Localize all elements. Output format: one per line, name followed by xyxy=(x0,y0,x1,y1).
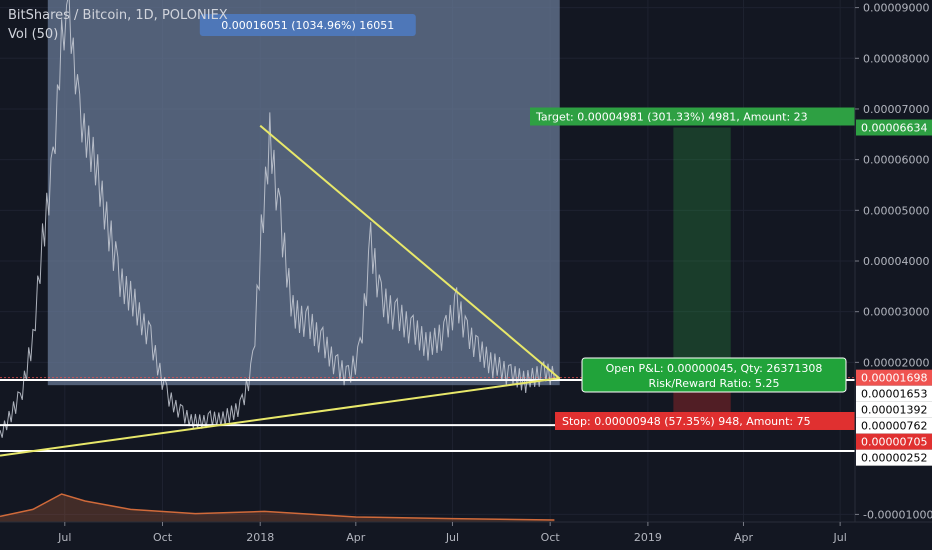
pnl-label-box xyxy=(581,357,847,393)
price-series-line xyxy=(0,0,555,438)
time-axis-label: Oct xyxy=(541,531,561,544)
time-axis-label: 2019 xyxy=(634,531,662,544)
time-axis-label: 2018 xyxy=(246,531,274,544)
time-axis-label: Oct xyxy=(153,531,173,544)
price-tag-level xyxy=(856,401,932,418)
price-axis-label: 0.00002000 xyxy=(863,356,929,369)
price-axis-label: -0.00001000 xyxy=(863,508,932,521)
price-tag-label: 0.00000252 xyxy=(861,452,927,465)
stop-label: Stop: 0.00000948 (57.35%) 948, Amount: 7… xyxy=(562,415,811,428)
volume-indicator-label[interactable]: Vol (50) xyxy=(8,27,59,42)
time-axis-label: Apr xyxy=(346,531,366,544)
pnl-label: Open P&L: 0.00000045, Qty: 26371308 xyxy=(606,362,823,375)
price-tag-entry xyxy=(856,385,932,402)
volume-moving-average xyxy=(0,493,555,521)
time-axis-label: Jul xyxy=(832,531,846,544)
price-tag-level xyxy=(856,449,932,466)
measure-box xyxy=(47,0,560,386)
time-axis-label: Jul xyxy=(57,531,71,544)
price-axis-label: 0.00004000 xyxy=(863,255,929,268)
price-tag-label: 0.00006634 xyxy=(861,122,927,135)
price-tag-target xyxy=(856,119,932,136)
price-tag-level xyxy=(856,417,932,434)
price-tag-label: 0.00000705 xyxy=(861,436,927,449)
price-axis-label: 0.00003000 xyxy=(863,306,929,319)
price-tag-label: 0.00001653 xyxy=(861,388,927,401)
trendline-descending xyxy=(259,124,561,380)
measure-label-box xyxy=(199,14,416,36)
time-axis-label: Jul xyxy=(445,531,459,544)
position-target-zone xyxy=(673,127,731,380)
risk-reward-label: Risk/Reward Ratio: 5.25 xyxy=(649,377,780,390)
target-label: Target: 0.00004981 (301.33%) 4981, Amoun… xyxy=(535,111,808,124)
price-axis-label: 0.00008000 xyxy=(863,52,929,65)
target-label-box xyxy=(530,107,855,126)
price-tag-current xyxy=(856,369,932,386)
time-axis-label: Apr xyxy=(734,531,754,544)
measure-label: 0.00016051 (1034.96%) 16051 xyxy=(221,19,394,32)
trendline-ascending xyxy=(0,377,560,457)
stop-label-box xyxy=(555,411,855,430)
time-axis-background xyxy=(0,522,932,550)
price-tag-label: 0.00000762 xyxy=(861,420,927,433)
price-tag-label: 0.00001392 xyxy=(861,404,927,417)
price-axis-label: 0.00006000 xyxy=(863,154,929,167)
symbol-title: BitShares / Bitcoin, 1D, POLONIEX xyxy=(8,8,228,23)
price-axis-background xyxy=(855,0,932,550)
price-axis-label: 0.00007000 xyxy=(863,103,929,116)
price-axis-label: 0.00005000 xyxy=(863,204,929,217)
volume-area xyxy=(0,494,555,522)
price-tag-stop xyxy=(856,433,932,450)
price-axis-label: 0.00009000 xyxy=(863,2,929,15)
price-tag-label: 0.00001698 xyxy=(861,372,927,385)
